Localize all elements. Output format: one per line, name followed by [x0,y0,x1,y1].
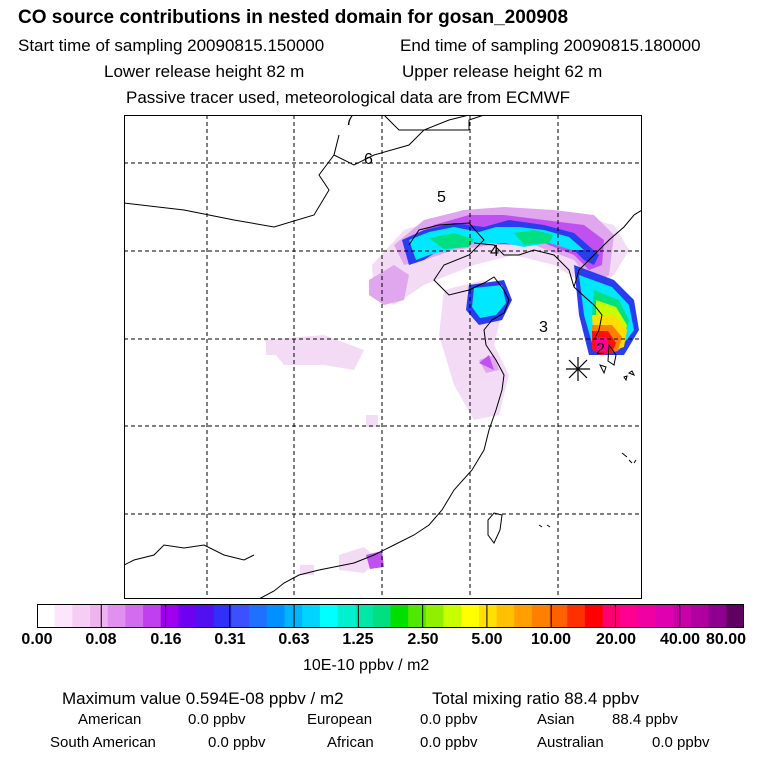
receptor-star-icon [566,357,590,381]
legend-tick-label: 2.50 [407,631,439,648]
region-label-south-american: South American [50,734,156,751]
legend-color-cell [213,604,233,628]
region-value-european: 0.0 ppbv [420,711,478,728]
track-label-2: 2 [596,341,605,358]
start-time-label: Start time of sampling 20090815.150000 [18,36,325,55]
legend-color-cell [302,604,321,628]
legend-tick-label: 0.08 [85,631,117,648]
legend-tick-label: 0.16 [150,631,182,648]
region-value-african: 0.0 ppbv [420,734,478,751]
legend-tick-label: 0.00 [21,631,53,648]
legend-color-cell [637,604,657,628]
legend-tick-label: 20.00 [595,631,637,648]
legend-color-cell [655,604,674,628]
legend-tick-label: 0.31 [214,631,246,648]
legend-color-cell [319,604,339,628]
legend-color-cell [531,604,551,628]
legend-color-cell [496,604,515,628]
legend-color-cell [355,604,374,628]
legend-color-cell [620,604,639,628]
end-time-label: End time of sampling 20090815.180000 [400,36,701,55]
legend-color-cell [549,604,568,628]
legend-color-cell [54,604,73,628]
legend-color-cell [125,604,144,628]
region-value-asian: 88.4 ppbv [612,711,678,728]
region-value-american: 0.0 ppbv [188,711,246,728]
legend-color-cell [372,604,392,628]
maximum-value: Maximum value 0.594E-08 ppbv / m2 [62,689,344,708]
legend-units: 10E-10 ppbv / m2 [303,657,430,674]
legend-color-cell [390,604,409,628]
legend-color-cell [266,604,286,628]
legend-color-cell [178,604,197,628]
track-label-6: 6 [364,151,373,168]
legend-tick-label: 10.00 [530,631,572,648]
region-label-african: African [327,734,374,751]
legend-tick-label: 1.25 [342,631,374,648]
region-value-australian: 0.0 ppbv [652,734,710,751]
legend-color-cell [478,604,498,628]
legend-color-cell [673,604,692,628]
upper-release-height-label: Upper release height 62 m [402,62,603,81]
color-scale-legend [37,604,744,628]
graticule [124,115,642,599]
legend-color-cell [602,604,621,628]
legend-tick-label: 5.00 [471,631,503,648]
legend-color-cell [443,604,462,628]
legend-color-cell [72,604,91,628]
legend-color-cell [726,604,744,628]
legend-color-cell [567,604,586,628]
region-label-australian: Australian [537,734,604,751]
region-label-asian: Asian [537,711,575,728]
source-contribution-map: 7 6 5 4 3 2 [124,115,642,599]
region-value-south-american: 0.0 ppbv [208,734,266,751]
region-label-european: European [307,711,373,728]
legend-color-cell [160,604,180,628]
legend-tick-label: 0.63 [278,631,310,648]
track-label-5: 5 [437,189,446,206]
legend-color-cell [690,604,710,628]
track-label-3: 3 [539,319,548,336]
legend-color-cell [231,604,250,628]
legend-color-cell [37,604,56,628]
track-label-4: 4 [490,243,499,260]
legend-color-cell [708,604,727,628]
tracer-note: Passive tracer used, meteorological data… [126,88,571,107]
legend-color-cell [514,604,533,628]
legend-color-cell [408,604,427,628]
coastlines [124,115,642,599]
plot-title: CO source contributions in nested domain… [18,7,569,28]
legend-color-cell [196,604,215,628]
legend-color-cell [461,604,480,628]
legend-tick-label: 80.00 [705,631,747,648]
legend-color-cell [107,604,126,628]
legend-color-cell [584,604,604,628]
legend-color-cell [249,604,268,628]
region-label-american: American [78,711,142,728]
legend-color-cell [90,604,109,628]
legend-tick-label: 40.00 [659,631,701,648]
legend-color-cell [337,604,356,628]
track-label-7: 7 [345,115,354,129]
total-mixing-ratio: Total mixing ratio 88.4 ppbv [432,689,639,708]
contribution-field [264,207,639,575]
legend-color-cell [143,604,162,628]
legend-color-cell [425,604,445,628]
lower-release-height-label: Lower release height 82 m [104,62,305,81]
